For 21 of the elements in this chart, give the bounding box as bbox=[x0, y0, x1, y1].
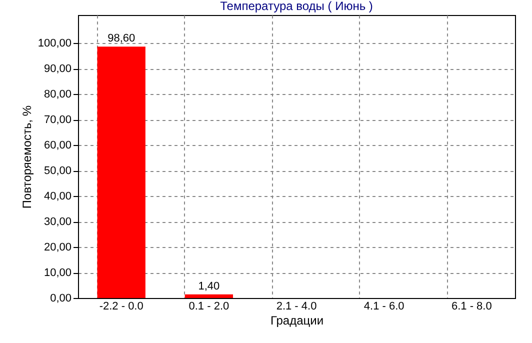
y-tick-label: 10,00 bbox=[44, 267, 72, 280]
y-tick-label: 20,00 bbox=[44, 242, 72, 254]
y-tick-label: 30,00 bbox=[44, 216, 72, 228]
x-tick-label: 6.1 - 8.0 bbox=[451, 300, 492, 312]
data-label: 98,60 bbox=[108, 32, 136, 45]
x-tick-label: -2.2 - 0.0 bbox=[99, 300, 144, 312]
y-tick-label: 40,00 bbox=[44, 190, 72, 203]
y-tick-label: 50,00 bbox=[44, 165, 72, 178]
y-tick-label: 80,00 bbox=[44, 88, 72, 101]
x-axis-title: Градации bbox=[270, 314, 324, 328]
y-tick-label: 0,00 bbox=[50, 292, 72, 304]
y-tick-label: 70,00 bbox=[44, 114, 72, 126]
x-tick-label: 2.1 - 4.0 bbox=[276, 300, 317, 312]
y-tick-label: 90,00 bbox=[44, 63, 72, 76]
chart-title: Температура воды ( Июнь ) bbox=[220, 0, 373, 13]
x-tick-label: 0.1 - 2.0 bbox=[188, 300, 230, 312]
y-tick-label: 100,00 bbox=[38, 38, 72, 50]
y-tick-label: 60,00 bbox=[44, 140, 72, 152]
data-label: 1,40 bbox=[198, 280, 220, 292]
x-tick-label: 4.1 - 6.0 bbox=[364, 300, 404, 312]
y-axis-title: Повторяемость, % bbox=[20, 105, 34, 209]
